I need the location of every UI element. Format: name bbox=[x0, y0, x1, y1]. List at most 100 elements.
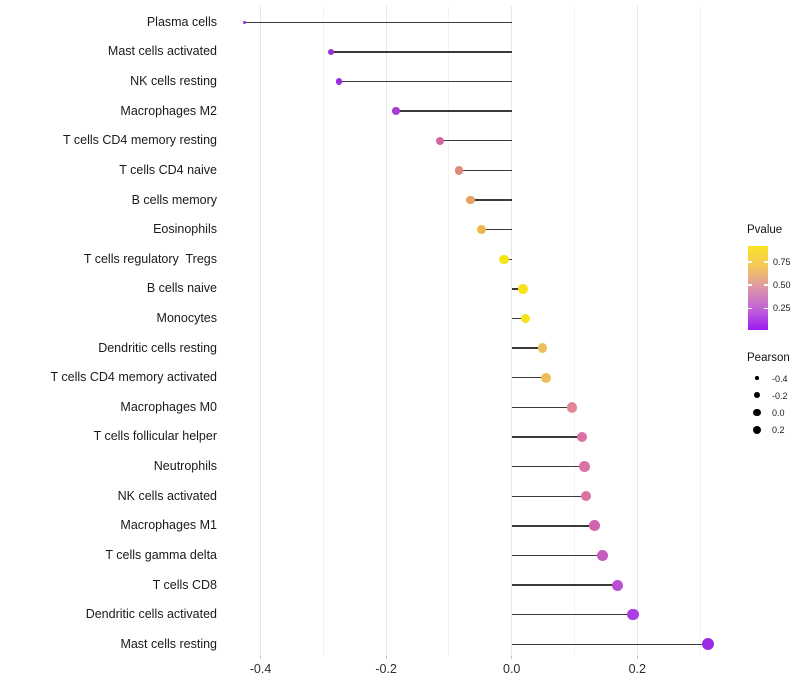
data-point-dot bbox=[392, 107, 400, 115]
lollipop-stem bbox=[511, 643, 709, 645]
lollipop-stem bbox=[511, 406, 572, 409]
category-label: T cells follicular helper bbox=[93, 429, 217, 444]
lollipop-stem bbox=[511, 377, 547, 379]
lollipop-stem bbox=[511, 288, 523, 290]
lollipop-stem bbox=[511, 436, 583, 438]
category-label: B cells memory bbox=[131, 192, 217, 207]
category-label: B cells naive bbox=[146, 281, 217, 296]
x-axis-tick-label: -0.2 bbox=[375, 662, 397, 676]
lollipop-stem bbox=[511, 614, 633, 616]
category-label: T cells CD8 bbox=[152, 577, 217, 592]
data-point-dot bbox=[611, 579, 623, 591]
category-label: Eosinophils bbox=[153, 222, 217, 237]
data-point-dot bbox=[541, 372, 552, 383]
x-axis-tick-mark bbox=[511, 656, 513, 659]
category-label: T cells CD4 memory resting bbox=[63, 133, 217, 148]
major-gridline bbox=[385, 6, 387, 656]
x-axis-tick-mark bbox=[636, 656, 638, 659]
data-point-dot bbox=[579, 461, 590, 472]
minor-gridline bbox=[699, 6, 701, 656]
pearson-size-key-dot bbox=[755, 376, 759, 380]
data-point-dot bbox=[477, 225, 487, 235]
x-axis-tick-label: 0.2 bbox=[628, 662, 646, 676]
category-label: Neutrophils bbox=[153, 459, 217, 474]
lollipop-stem bbox=[470, 199, 512, 201]
lollipop-stem bbox=[339, 80, 512, 83]
lollipop-stem bbox=[511, 495, 586, 497]
x-axis-tick-mark bbox=[260, 656, 261, 659]
pearson-size-key-label: 0.0 bbox=[772, 408, 785, 419]
pearson-size-key-label: 0.2 bbox=[772, 425, 785, 436]
lollipop-stem bbox=[481, 228, 512, 231]
pvalue-tick-label: 0.75 bbox=[773, 256, 791, 267]
data-point-dot bbox=[454, 166, 464, 175]
category-label: T cells regulatory Tregs bbox=[83, 251, 217, 266]
lollipop-stem bbox=[440, 140, 512, 142]
data-point-dot bbox=[627, 609, 639, 621]
category-label: Mast cells resting bbox=[120, 636, 217, 651]
data-point-dot bbox=[518, 284, 528, 294]
lollipop-stem bbox=[511, 347, 543, 349]
category-label: NK cells activated bbox=[117, 488, 217, 503]
pearson-size-key-dot bbox=[754, 392, 760, 399]
category-label: Macrophages M0 bbox=[120, 399, 217, 414]
data-point-dot bbox=[537, 343, 548, 354]
category-label: Dendritic cells activated bbox=[85, 607, 217, 622]
pvalue-gradient-tick bbox=[764, 284, 768, 286]
category-label: Dendritic cells resting bbox=[98, 340, 217, 355]
pvalue-gradient-tick bbox=[748, 284, 752, 286]
pvalue-tick-label: 0.25 bbox=[773, 303, 791, 314]
data-point-dot bbox=[597, 550, 609, 561]
x-axis-tick-mark bbox=[385, 656, 387, 659]
lollipop-stem bbox=[244, 21, 512, 23]
data-point-dot bbox=[520, 313, 531, 324]
category-label: Monocytes bbox=[156, 311, 217, 325]
data-point-dot bbox=[580, 490, 592, 502]
lollipop-stem bbox=[511, 554, 603, 557]
category-label: Macrophages M1 bbox=[120, 518, 217, 533]
pvalue-gradient-tick bbox=[764, 260, 768, 263]
data-point-dot bbox=[466, 195, 476, 205]
data-point-dot bbox=[435, 136, 445, 145]
x-axis-tick-label: 0.0 bbox=[502, 662, 521, 676]
category-label: Mast cells activated bbox=[107, 44, 217, 59]
major-gridline bbox=[260, 6, 261, 656]
category-label: Plasma cells bbox=[146, 14, 217, 29]
data-point-dot bbox=[702, 638, 715, 651]
pvalue-legend-title: Pvalue bbox=[747, 224, 783, 236]
lollipop-stem bbox=[511, 584, 618, 586]
pearson-legend-title: Pearson bbox=[747, 352, 790, 364]
lollipop-stem bbox=[511, 525, 595, 527]
pvalue-gradient-tick bbox=[748, 260, 752, 263]
lollipop-stem bbox=[511, 465, 585, 468]
pearson-size-key-dot bbox=[753, 408, 761, 417]
data-point-dot bbox=[243, 20, 247, 24]
lollipop-stem bbox=[396, 110, 512, 112]
pvalue-gradient-bar bbox=[748, 246, 768, 330]
minor-gridline bbox=[574, 6, 575, 656]
category-label: Macrophages M2 bbox=[120, 103, 217, 118]
data-point-dot bbox=[566, 402, 578, 413]
lollipop-stem bbox=[458, 169, 512, 172]
data-point-dot bbox=[499, 254, 509, 264]
data-point-dot bbox=[328, 48, 335, 55]
lollipop-stem bbox=[331, 51, 512, 53]
category-label: T cells CD4 naive bbox=[119, 162, 217, 177]
pearson-size-key-label: -0.4 bbox=[772, 373, 788, 384]
pvalue-gradient-tick bbox=[748, 307, 752, 310]
minor-gridline bbox=[322, 6, 324, 656]
data-point-dot bbox=[589, 520, 600, 532]
category-label: NK cells resting bbox=[130, 74, 217, 89]
data-point-dot bbox=[335, 78, 343, 85]
pearson-size-key-dot bbox=[752, 425, 762, 435]
pvalue-gradient-tick bbox=[764, 307, 768, 310]
pvalue-tick-label: 0.50 bbox=[773, 279, 791, 290]
major-gridline bbox=[636, 6, 638, 656]
lollipop-stem bbox=[511, 317, 526, 320]
x-axis-tick-label: -0.4 bbox=[249, 662, 272, 676]
major-gridline bbox=[511, 6, 513, 656]
pearson-size-key-label: -0.2 bbox=[772, 390, 788, 401]
data-point-dot bbox=[576, 431, 588, 443]
category-label: T cells gamma delta bbox=[105, 547, 217, 562]
